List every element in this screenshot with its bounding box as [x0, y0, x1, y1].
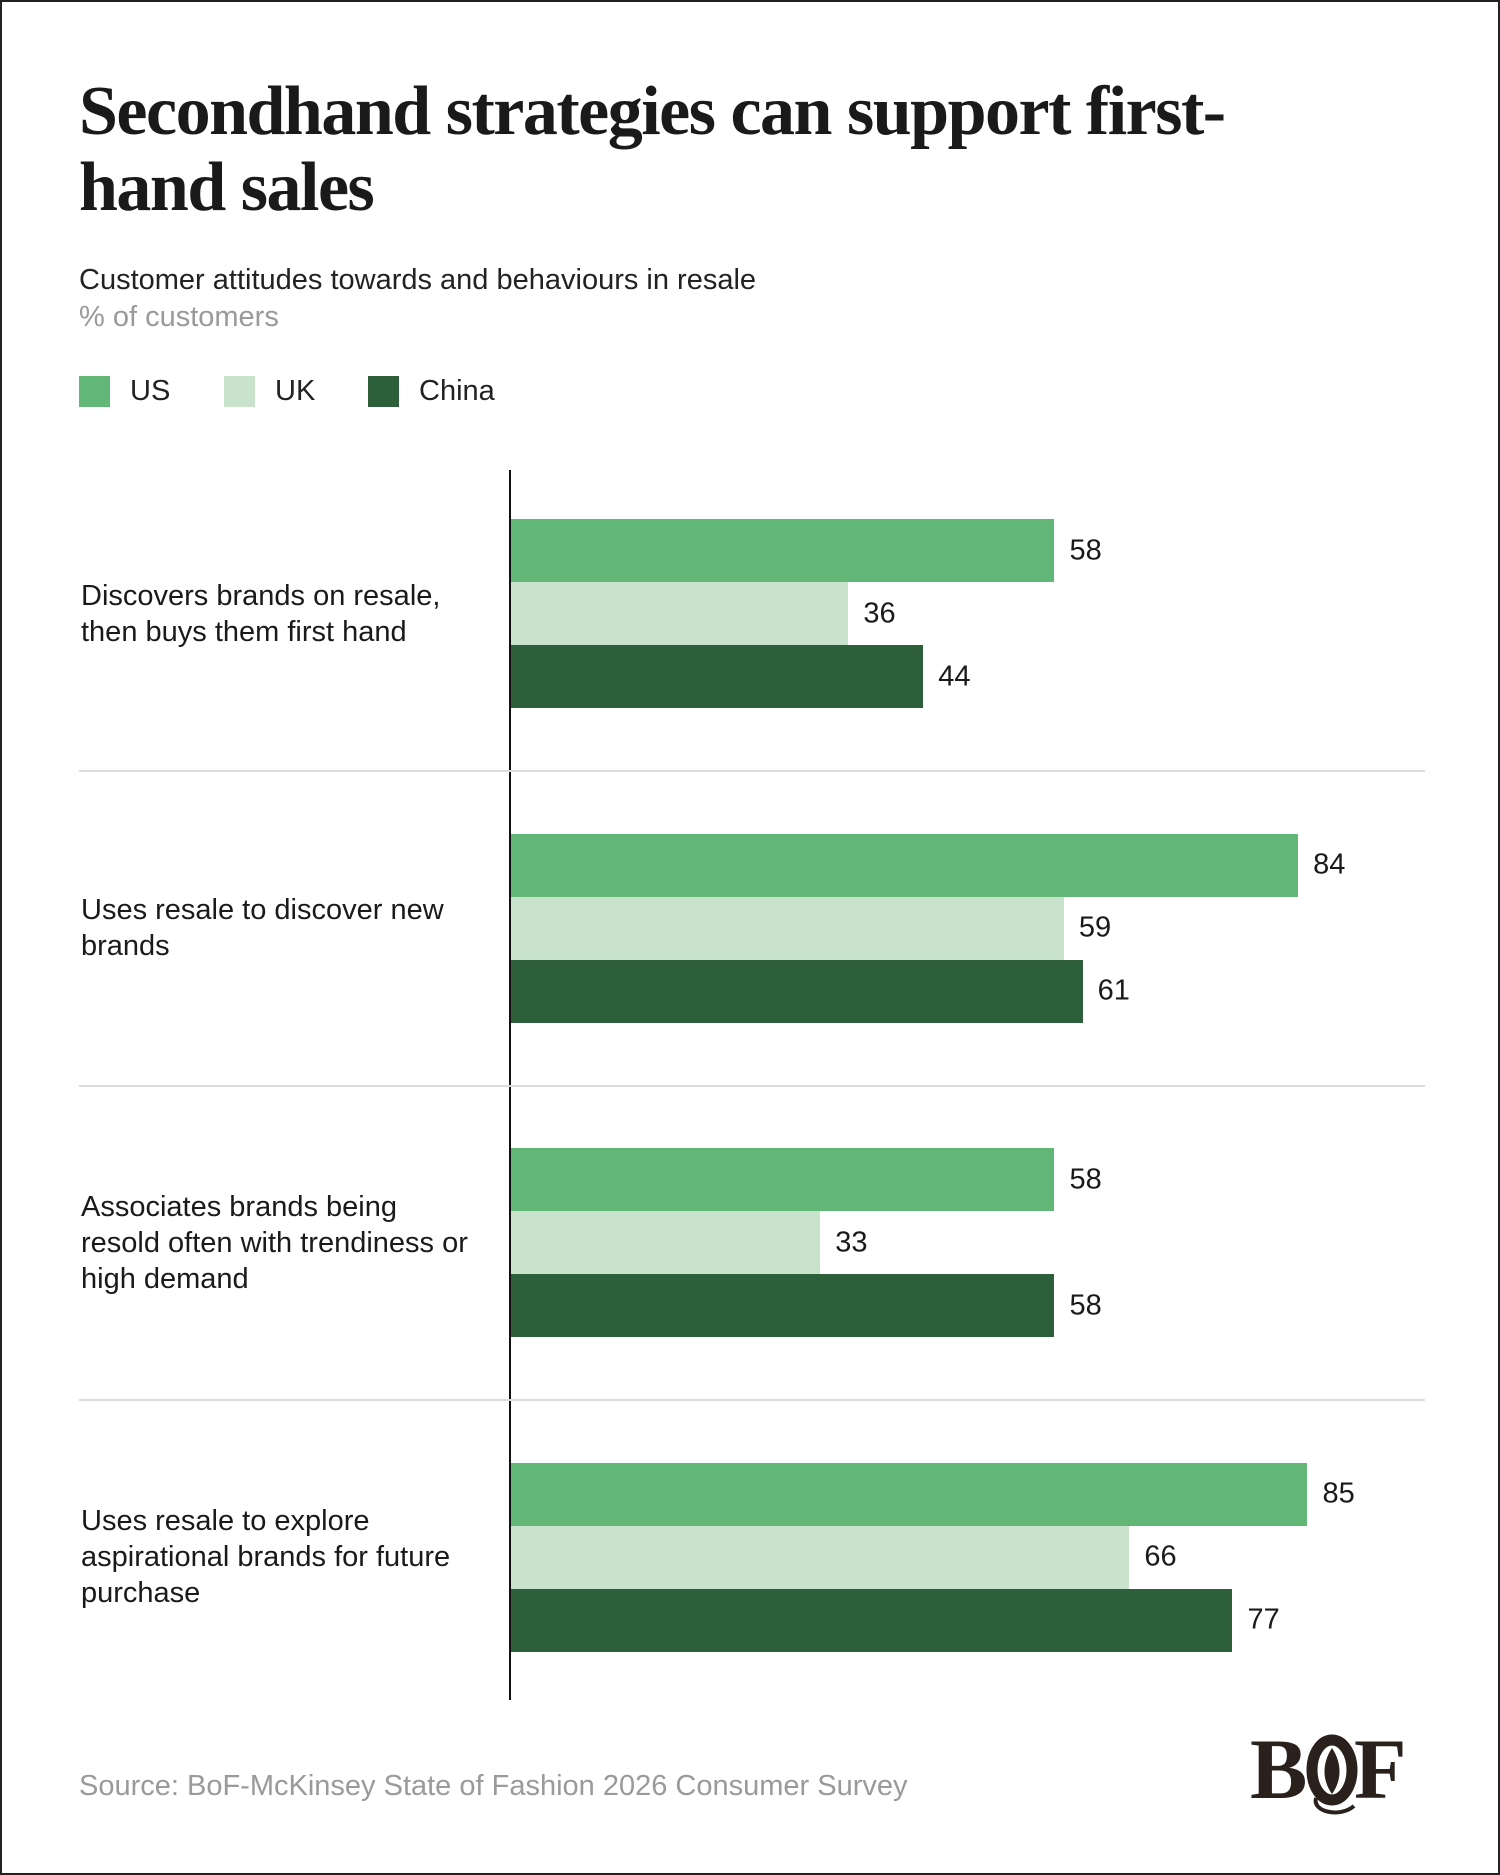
- legend-label-uk: UK: [275, 375, 316, 407]
- legend-label-china: China: [419, 375, 495, 407]
- bar-us: [511, 833, 1299, 897]
- bar-uk: [511, 582, 849, 645]
- chart-unit: % of customers: [79, 301, 279, 333]
- bof-logo: B F: [1250, 1728, 1407, 1817]
- group-separator: [79, 1085, 1425, 1087]
- bar-uk: [511, 1211, 821, 1274]
- bar-us: [511, 519, 1055, 582]
- data-label-us: 58: [1069, 1163, 1102, 1195]
- data-label-uk: 59: [1078, 911, 1112, 944]
- data-label-us: 85: [1322, 1477, 1355, 1510]
- legend-item-us: US: [79, 375, 170, 408]
- legend-swatch-china: [368, 376, 399, 407]
- data-label-china: 61: [1097, 974, 1130, 1007]
- bar-china: [511, 1588, 1233, 1652]
- data-label-china: 58: [1069, 1289, 1102, 1321]
- category-label: Uses resale to discover new brands: [81, 894, 444, 962]
- chart-title: Secondhand strategies can support first-…: [79, 73, 1226, 226]
- data-label-us: 58: [1069, 534, 1102, 566]
- category-label: Uses resale to explore aspirational bran…: [81, 1505, 451, 1609]
- source-note: Source: BoF-McKinsey State of Fashion 20…: [79, 1770, 908, 1802]
- legend-swatch-us: [79, 376, 110, 407]
- legend-item-uk: UK: [224, 375, 315, 408]
- bar-china: [511, 959, 1083, 1023]
- category-label: Discovers brands on resale, then buys th…: [81, 579, 441, 648]
- data-label-uk: 33: [835, 1226, 868, 1258]
- data-label-china: 44: [938, 660, 971, 692]
- bar-us: [511, 1462, 1308, 1526]
- bar-us: [511, 1148, 1055, 1211]
- svg-text:F: F: [1354, 1728, 1407, 1817]
- bar-china: [511, 1274, 1055, 1337]
- legend-label-us: US: [130, 375, 171, 407]
- svg-text:B: B: [1250, 1728, 1307, 1817]
- bar-uk: [511, 896, 1064, 960]
- bar-china: [511, 645, 924, 708]
- data-label-us: 84: [1313, 848, 1346, 881]
- legend-swatch-uk: [224, 376, 255, 407]
- bar-uk: [511, 1525, 1130, 1589]
- legend-item-china: China: [368, 375, 495, 408]
- group-separator: [79, 770, 1425, 772]
- data-label-uk: 36: [863, 597, 896, 629]
- chart-subtitle: Customer attitudes towards and behaviour…: [79, 264, 757, 296]
- category-label: Associates brands being resold often wit…: [81, 1190, 468, 1295]
- data-label-uk: 66: [1144, 1540, 1177, 1573]
- data-label-china: 77: [1247, 1603, 1280, 1636]
- group-separator: [79, 1399, 1425, 1401]
